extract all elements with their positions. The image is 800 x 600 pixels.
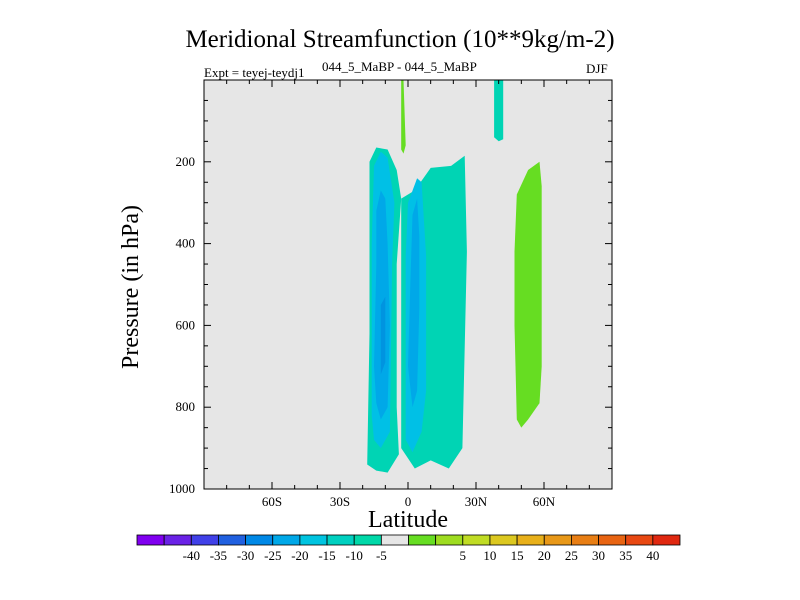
contour-region-upper-plume-nh: [494, 80, 504, 142]
colorbar-label: 5: [460, 548, 467, 563]
colorbar-swatch: [353, 534, 382, 546]
y-tick-label: 1000: [169, 481, 195, 496]
colorbar-swatch: [543, 534, 572, 546]
colorbar-swatch: [272, 534, 301, 546]
experiment-label: Expt = teyej-teydj1: [204, 65, 305, 80]
x-axis-label: Latitude: [368, 507, 448, 533]
colorbar-label: 25: [565, 548, 578, 563]
colorbar-label: -30: [237, 548, 254, 563]
colorbar-label: 20: [538, 548, 551, 563]
colorbar-label: -10: [346, 548, 363, 563]
colorbar-label: 40: [646, 548, 659, 563]
colorbar-swatch: [299, 534, 328, 546]
colorbar-label: 30: [592, 548, 605, 563]
colorbar-swatch: [380, 534, 409, 546]
colorbar-swatch: [326, 534, 355, 546]
colorbar-label: -40: [183, 548, 200, 563]
contour-region-nh-cell-20: [408, 198, 420, 408]
x-tick-label: 30S: [330, 494, 350, 509]
colorbar-label: -5: [376, 548, 387, 563]
colorbar-label: -15: [318, 548, 335, 563]
colorbar-swatch: [163, 534, 192, 546]
chart-subtitle: 044_5_MaBP - 044_5_MaBP: [322, 59, 477, 74]
colorbar-swatch: [489, 534, 518, 546]
colorbar-label: 15: [511, 548, 524, 563]
y-tick-label: 600: [176, 317, 196, 332]
colorbar-label: -25: [264, 548, 281, 563]
y-axis-label: Pressure (in hPa): [118, 205, 144, 369]
x-tick-label: 60S: [262, 494, 282, 509]
colorbar-label: 35: [619, 548, 632, 563]
colorbar-swatch: [516, 534, 545, 546]
colorbar-swatch: [462, 534, 491, 546]
colorbar-swatch: [598, 534, 627, 546]
colorbar-label: -20: [291, 548, 308, 563]
x-tick-label: 0: [405, 494, 412, 509]
colorbar-swatch: [652, 534, 681, 546]
x-tick-label: 60N: [533, 494, 556, 509]
y-tick-label: 200: [176, 154, 196, 169]
colorbar-label: -35: [210, 548, 227, 563]
colorbar-swatch: [136, 534, 165, 546]
contour-region-upper-plume-sh: [401, 80, 406, 154]
y-tick-label: 800: [176, 399, 196, 414]
colorbar-swatch: [625, 534, 654, 546]
colorbar-swatch: [408, 534, 437, 546]
chart-title: Meridional Streamfunction (10**9kg/m-2): [185, 26, 615, 53]
contour-region-nh-positive-cell: [514, 161, 542, 428]
colorbar-swatch: [190, 534, 219, 546]
colorbar-swatch: [435, 534, 464, 546]
colorbar-label: 10: [483, 548, 496, 563]
contour-region-sh-cell-25: [380, 296, 386, 375]
season-label: DJF: [586, 61, 608, 76]
colorbar-swatch: [218, 534, 246, 546]
y-tick-label: 400: [176, 236, 196, 251]
colorbar-swatch: [245, 534, 274, 546]
colorbar-swatch: [571, 534, 599, 546]
x-tick-label: 30N: [465, 494, 488, 509]
